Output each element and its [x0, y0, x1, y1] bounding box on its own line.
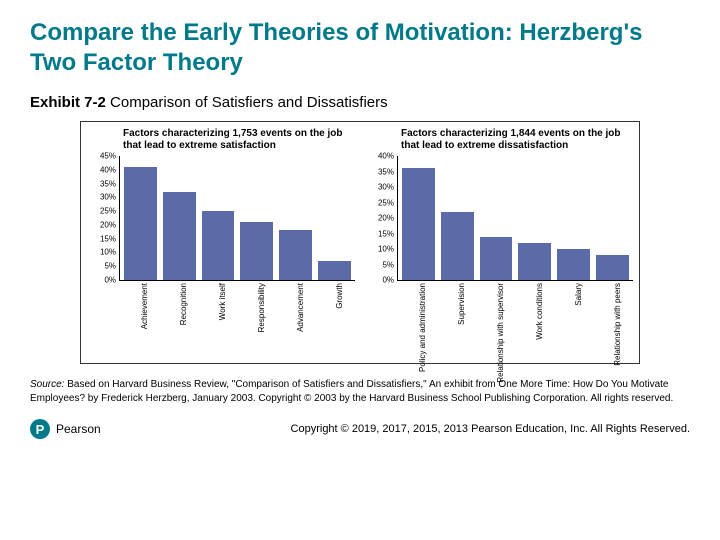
- x-label: Policy and administration: [401, 281, 434, 361]
- left-chart-title: Factors characterizing 1,753 events on t…: [87, 128, 355, 152]
- right-plot-area: 40%35%30%25%20%15%10%5%0%: [397, 156, 633, 281]
- source-label: Source:: [30, 379, 64, 390]
- y-tick-label: 40%: [100, 165, 116, 174]
- bar: [124, 167, 157, 280]
- right-x-labels: Policy and administrationSupervisionRela…: [397, 281, 633, 361]
- x-label: Work itself: [201, 281, 234, 361]
- y-tick-label: 25%: [100, 207, 116, 216]
- bar: [240, 222, 273, 280]
- bar: [441, 212, 474, 280]
- right-bars: [398, 156, 633, 280]
- x-label: Responsibility: [240, 281, 273, 361]
- exhibit-desc: Comparison of Satisfiers and Dissatisfie…: [106, 94, 388, 111]
- source-text: Based on Harvard Business Review, "Compa…: [30, 379, 673, 404]
- left-x-labels: AchievementRecognitionWork itselfRespons…: [119, 281, 355, 361]
- bar: [402, 168, 435, 280]
- bar: [557, 249, 590, 280]
- y-tick-label: 10%: [378, 245, 394, 254]
- y-tick-label: 20%: [100, 220, 116, 229]
- y-tick-label: 30%: [378, 183, 394, 192]
- copyright-text: Copyright © 2019, 2017, 2015, 2013 Pears…: [291, 423, 690, 435]
- y-tick-label: 15%: [378, 229, 394, 238]
- exhibit-label: Exhibit 7-2 Comparison of Satisfiers and…: [30, 94, 690, 111]
- y-tick-label: 5%: [382, 260, 394, 269]
- bar: [518, 243, 551, 280]
- y-tick-label: 15%: [100, 234, 116, 243]
- left-bars: [120, 156, 355, 280]
- bar: [596, 255, 629, 280]
- x-label: Relationship with peers: [596, 281, 629, 361]
- y-tick-label: 40%: [378, 152, 394, 161]
- charts-container: Factors characterizing 1,753 events on t…: [80, 121, 640, 364]
- y-tick-label: 0%: [382, 276, 394, 285]
- y-tick-label: 10%: [100, 248, 116, 257]
- bar: [318, 261, 351, 280]
- y-tick-label: 20%: [378, 214, 394, 223]
- x-label: Work conditions: [518, 281, 551, 361]
- x-label: Achievement: [123, 281, 156, 361]
- x-label: Supervision: [440, 281, 473, 361]
- x-label: Recognition: [162, 281, 195, 361]
- y-tick-label: 5%: [104, 262, 116, 271]
- left-plot-area: 45%40%35%30%25%20%15%10%5%0%: [119, 156, 355, 281]
- satisfiers-chart: Factors characterizing 1,753 events on t…: [87, 128, 355, 361]
- footer: P Pearson Copyright © 2019, 2017, 2015, …: [30, 419, 690, 439]
- x-label: Salary: [557, 281, 590, 361]
- bar: [480, 237, 513, 280]
- bar: [279, 230, 312, 280]
- bar: [202, 211, 235, 280]
- x-label: Relationship with supervisor: [479, 281, 512, 361]
- y-tick-label: 35%: [378, 167, 394, 176]
- brand-name: Pearson: [56, 422, 101, 436]
- y-tick-label: 35%: [100, 179, 116, 188]
- y-tick-label: 0%: [104, 276, 116, 285]
- pearson-logo-icon: P: [30, 419, 50, 439]
- x-label: Growth: [318, 281, 351, 361]
- y-tick-label: 25%: [378, 198, 394, 207]
- right-y-axis: 40%35%30%25%20%15%10%5%0%: [366, 156, 396, 280]
- right-chart-title: Factors characterizing 1,844 events on t…: [365, 128, 633, 152]
- dissatisfiers-chart: Factors characterizing 1,844 events on t…: [365, 128, 633, 361]
- page-title: Compare the Early Theories of Motivation…: [30, 18, 690, 78]
- exhibit-number: Exhibit 7-2: [30, 94, 106, 111]
- source-citation: Source: Based on Harvard Business Review…: [30, 378, 690, 405]
- y-tick-label: 45%: [100, 152, 116, 161]
- y-tick-label: 30%: [100, 193, 116, 202]
- bar: [163, 192, 196, 280]
- x-label: Advancement: [279, 281, 312, 361]
- left-y-axis: 45%40%35%30%25%20%15%10%5%0%: [88, 156, 118, 280]
